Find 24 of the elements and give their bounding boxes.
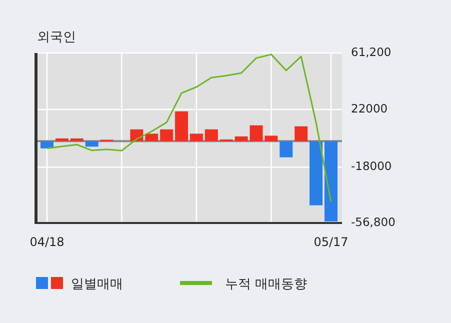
y-tick-label: -18000	[351, 159, 392, 174]
bar	[85, 141, 98, 147]
bar	[310, 141, 323, 206]
y-tick-label: 61,200	[351, 45, 392, 60]
line-series	[46, 54, 332, 203]
bar	[204, 129, 218, 142]
bar	[294, 126, 308, 142]
y-tick-label: 22000	[351, 102, 388, 116]
bar	[324, 141, 338, 222]
bar	[190, 134, 203, 142]
bar	[55, 138, 68, 142]
legend-label: 일별매매	[71, 277, 123, 292]
x-tick-label: 04/18	[30, 235, 64, 249]
legend-label: 누적 매매동향	[225, 277, 308, 292]
bar	[70, 138, 84, 142]
bar	[175, 111, 188, 142]
bar	[145, 134, 158, 142]
bar	[234, 136, 248, 142]
chart-title: 외국인	[37, 30, 76, 45]
y-tick-label: -56,800	[351, 215, 396, 230]
bar	[160, 129, 174, 142]
x-tick-label: 05/17	[314, 235, 348, 249]
bar	[280, 141, 293, 158]
bar	[40, 141, 54, 148]
